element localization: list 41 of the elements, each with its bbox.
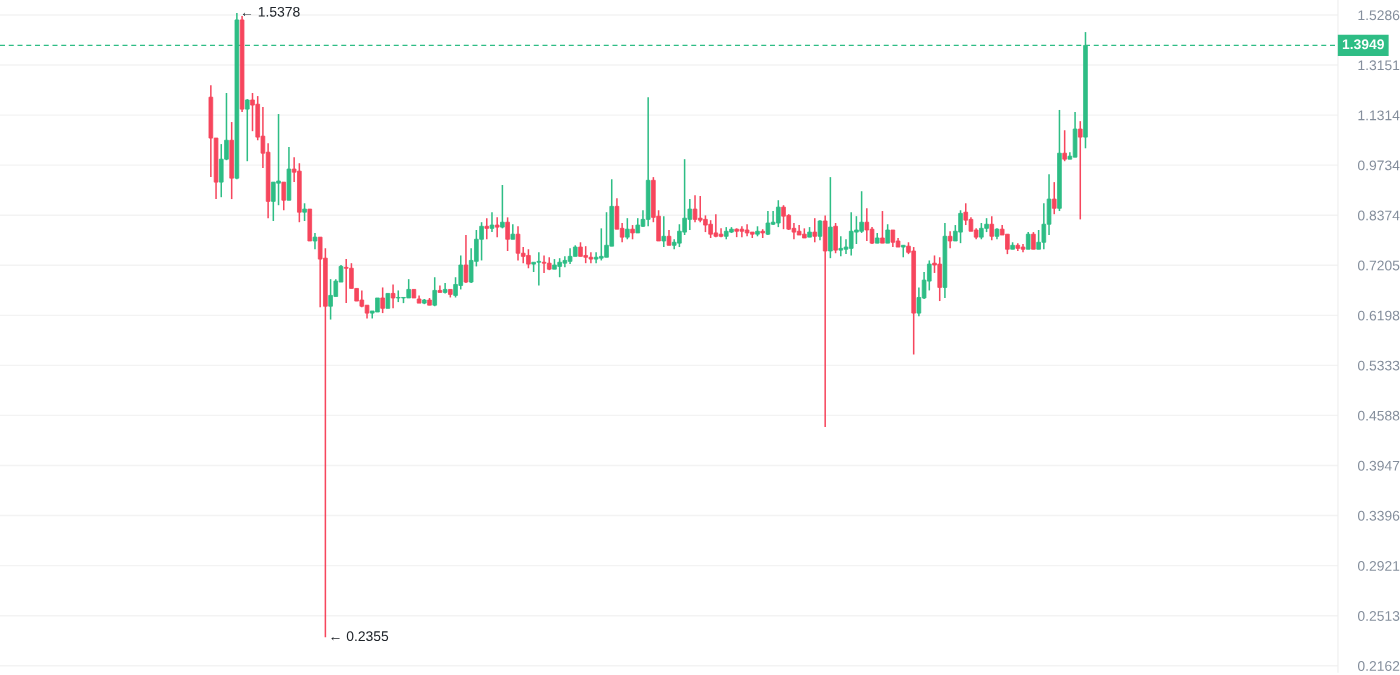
candlestick [489,211,495,233]
y-tick-label: 0.2513 [1357,611,1400,621]
candlestick [484,217,490,241]
y-tick-label: 0.6198 [1357,310,1400,321]
y-tick-label: 0.5333 [1357,360,1400,371]
candlestick [505,216,510,252]
candlestick [437,284,443,294]
candlestick [463,234,469,284]
candlestick [661,215,667,248]
candlestick [380,286,385,314]
candlestick [1077,120,1083,221]
candlestick [880,210,885,244]
candlestick [245,98,250,162]
y-tick-label: 0.3947 [1357,460,1400,471]
y-tick-label: 0.8374 [1357,210,1400,221]
candlestick [500,184,505,230]
candlestick [885,223,890,244]
y-tick-label: 0.7205 [1357,260,1400,271]
candlestick [494,216,500,238]
candlestick [1051,181,1057,215]
candlestick [828,176,833,259]
candlestick [812,217,818,244]
candlestick [989,215,995,241]
y-tick-label: 1.1314 [1358,110,1400,121]
y-tick-label: 0.3396 [1357,510,1400,521]
ref-line-label: 1.3949 [1342,39,1384,50]
candlestick [817,219,823,241]
candlestick [390,283,396,310]
candlestick [625,217,630,241]
annotation: ← 0.2355 [331,631,389,642]
candlestick [833,222,838,254]
candlestick [432,276,438,307]
y-tick-label: 0.9734 [1357,160,1400,171]
y-tick-label: 0.2921 [1357,560,1400,571]
candlestick [281,181,287,212]
y-tick-label: 0.2162 [1357,661,1400,671]
y-tick-label: 1.5286 [1358,10,1400,21]
y-tick-label: 1.3151 [1358,60,1400,71]
y-tick-label: 0.4588 [1357,410,1400,421]
annotation: ← 1.5378 [242,6,300,17]
candlestick [1062,129,1067,162]
